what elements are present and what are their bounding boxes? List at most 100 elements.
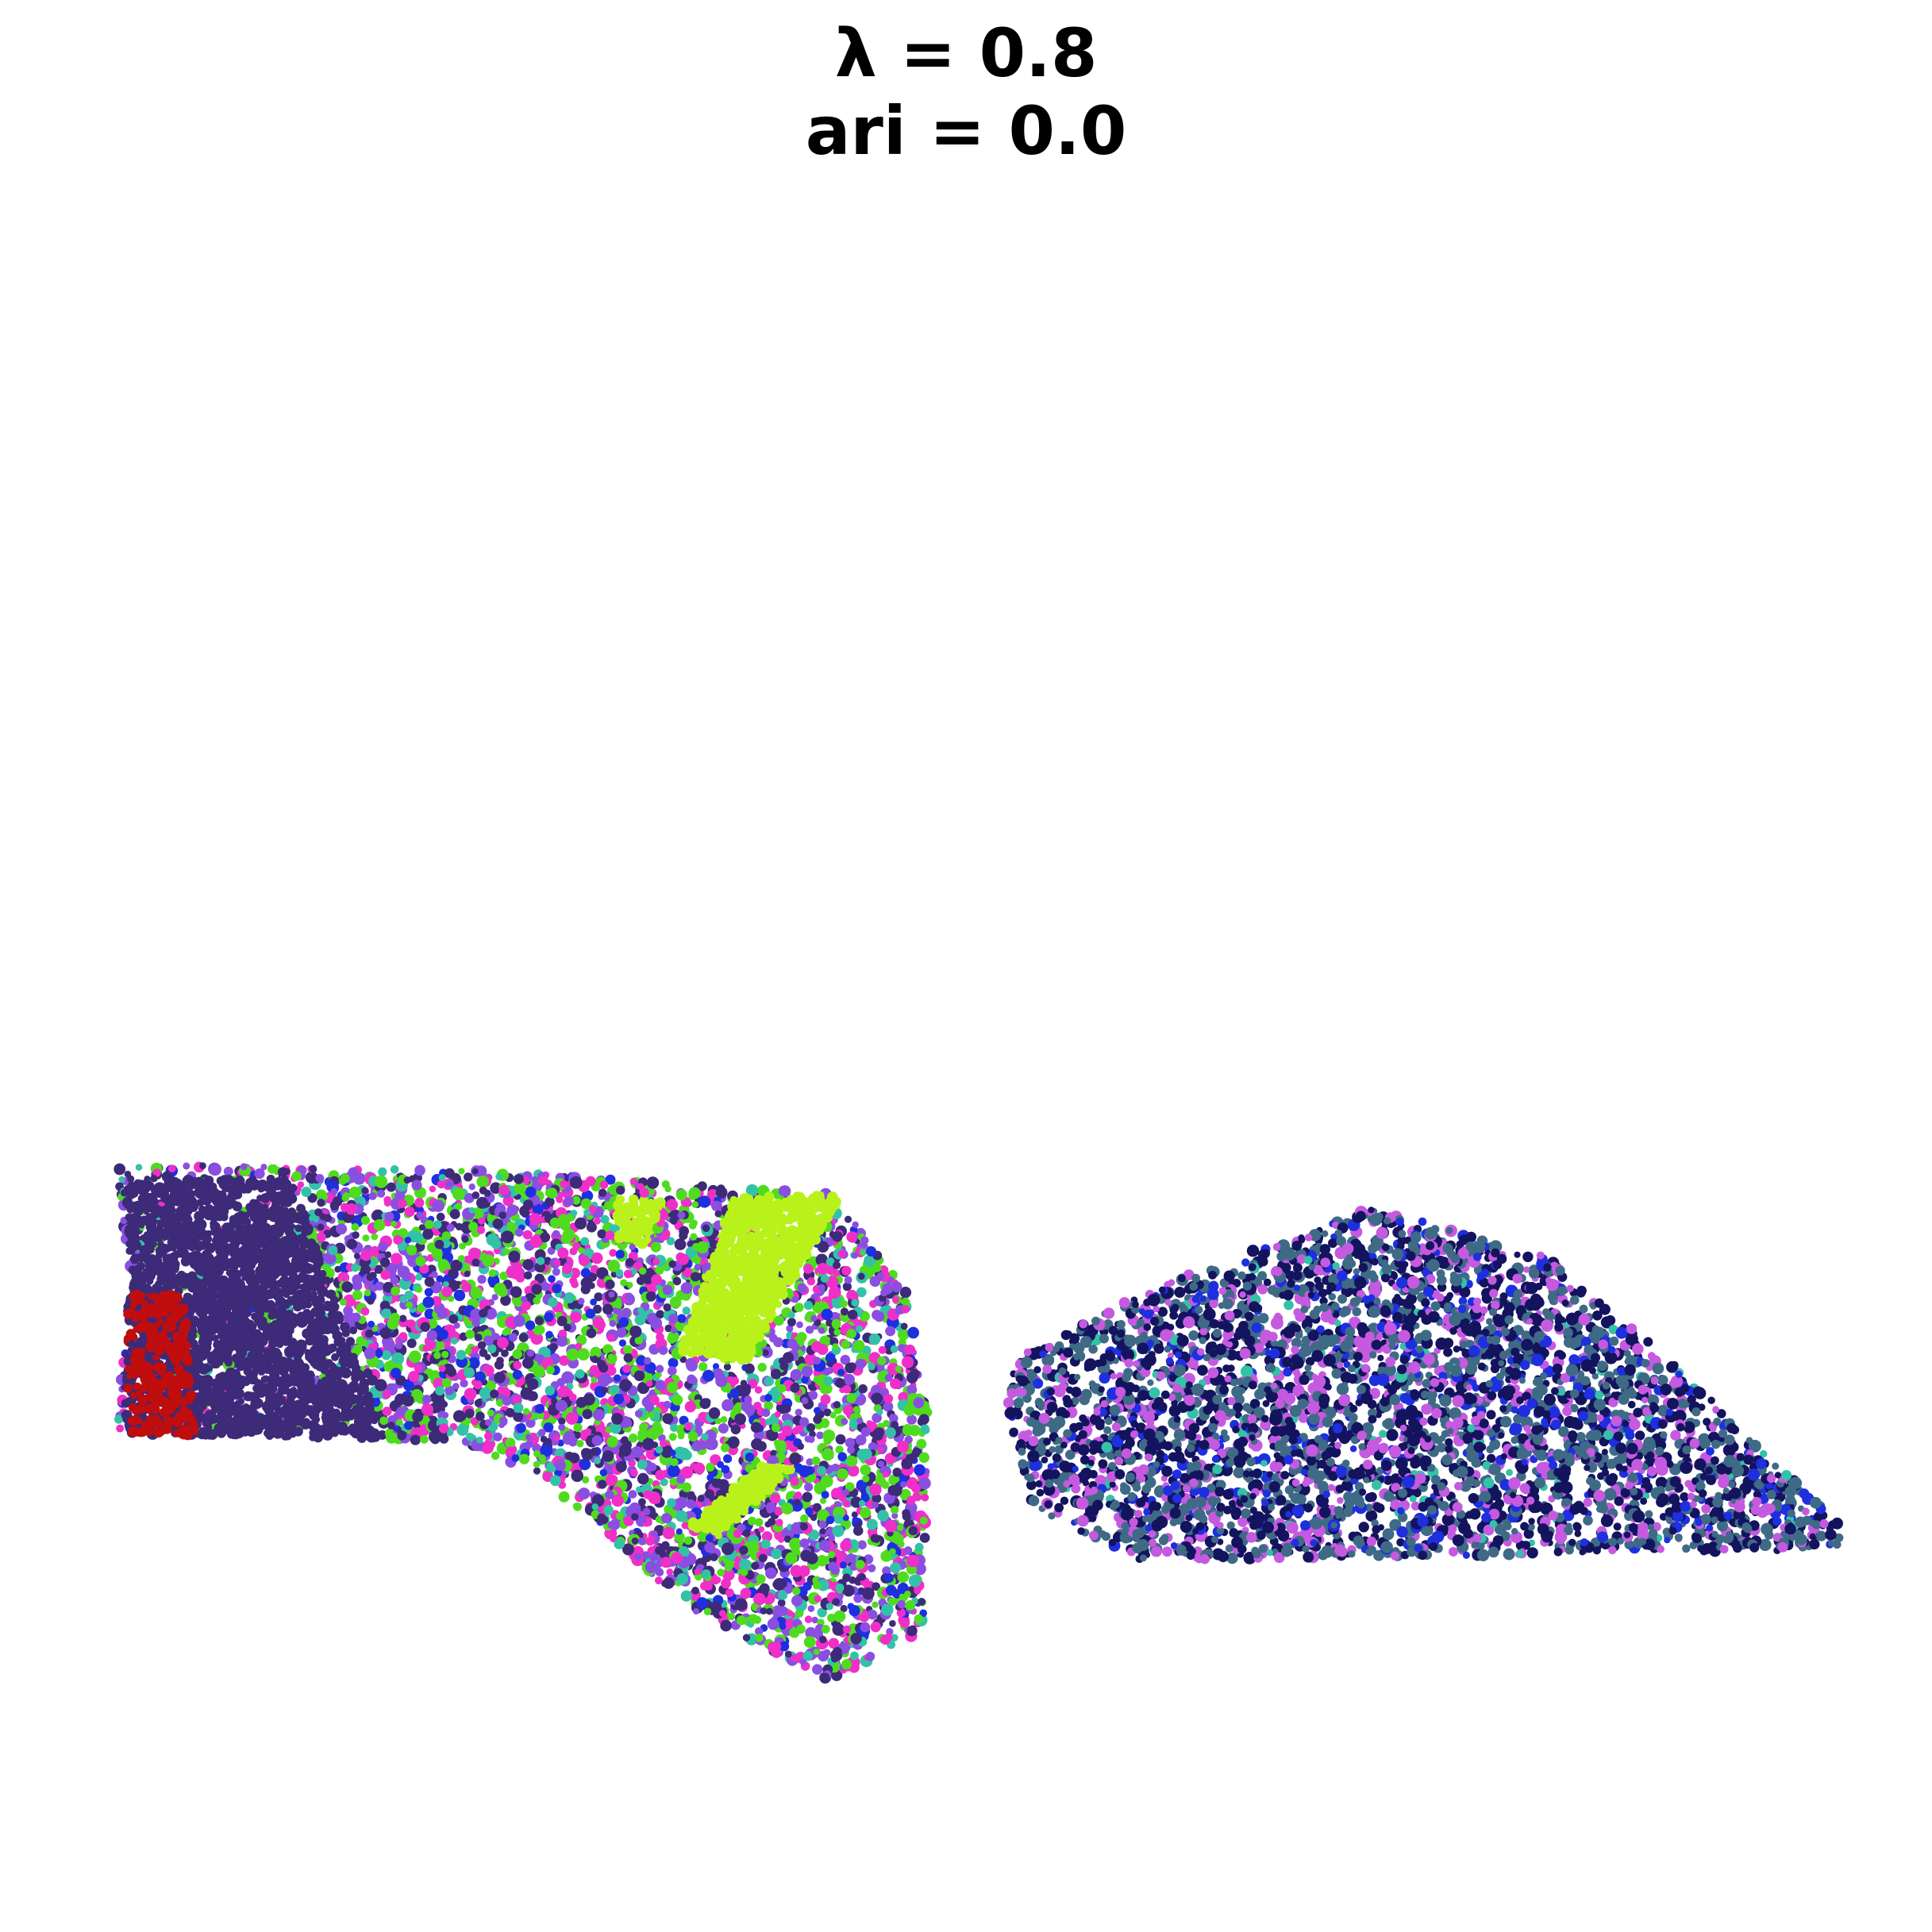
data-point	[686, 1360, 698, 1372]
data-point	[501, 1230, 514, 1244]
data-point	[582, 1476, 590, 1484]
data-point	[414, 1364, 422, 1372]
data-point	[855, 1358, 866, 1370]
data-point	[835, 1445, 844, 1454]
data-point	[631, 1537, 639, 1545]
data-point	[616, 1185, 625, 1195]
data-point	[512, 1395, 521, 1404]
data-point	[513, 1360, 522, 1370]
data-point	[803, 1264, 814, 1274]
data-point	[905, 1346, 914, 1355]
data-point	[778, 1185, 789, 1196]
data-point	[720, 1443, 730, 1453]
data-point	[841, 1659, 852, 1670]
data-point	[799, 1659, 807, 1666]
data-point	[798, 1356, 805, 1364]
data-point	[828, 1286, 841, 1299]
data-point	[773, 1315, 784, 1326]
data-point	[734, 1598, 748, 1611]
data-point	[484, 1353, 491, 1360]
data-point	[847, 1464, 860, 1477]
data-point	[907, 1326, 919, 1339]
data-point	[364, 1289, 371, 1297]
data-point	[883, 1394, 894, 1403]
data-point	[639, 1187, 649, 1198]
data-point	[831, 1318, 841, 1329]
data-point	[818, 1326, 826, 1334]
data-point	[637, 1307, 645, 1314]
data-point	[748, 1614, 759, 1624]
data-point	[465, 1433, 475, 1441]
data-point	[891, 1512, 899, 1519]
data-point	[484, 1418, 492, 1426]
data-point	[351, 1222, 360, 1231]
data-point	[690, 1233, 698, 1241]
data-point	[778, 1536, 785, 1543]
data-point	[655, 1380, 666, 1391]
data-point	[833, 1610, 846, 1622]
data-point	[546, 1187, 558, 1199]
data-point	[791, 1295, 799, 1303]
data-point	[828, 1534, 836, 1541]
data-point	[475, 1196, 489, 1209]
data-point	[802, 1581, 812, 1591]
data-point	[461, 1282, 471, 1293]
data-point	[790, 1383, 800, 1393]
data-point	[635, 1486, 642, 1493]
data-point	[648, 1462, 657, 1472]
data-point	[628, 1490, 637, 1499]
data-point	[468, 1207, 475, 1214]
data-point	[348, 1186, 361, 1199]
data-point	[510, 1286, 522, 1299]
data-point	[622, 1364, 631, 1373]
data-point	[868, 1333, 881, 1345]
data-point	[637, 1537, 646, 1545]
data-point	[515, 1272, 525, 1283]
data-point	[422, 1296, 435, 1308]
data-point	[378, 1167, 387, 1176]
data-point	[794, 1491, 802, 1499]
data-point	[877, 1461, 884, 1468]
data-point	[664, 1185, 672, 1193]
data-point	[597, 1513, 606, 1522]
data-point	[844, 1215, 852, 1223]
data-point	[821, 1308, 833, 1321]
data-point	[916, 1438, 927, 1449]
data-point	[578, 1255, 590, 1267]
data-point	[375, 1281, 384, 1291]
data-point	[722, 1568, 735, 1581]
data-point	[702, 1369, 714, 1382]
data-point	[418, 1224, 425, 1231]
data-point	[790, 1368, 802, 1381]
data-point	[552, 1268, 560, 1276]
data-point	[837, 1249, 846, 1259]
data-point	[328, 1245, 338, 1256]
data-point	[662, 1284, 673, 1295]
data-point	[575, 1368, 585, 1379]
data-point	[637, 1459, 648, 1470]
data-point	[607, 1521, 615, 1529]
data-point	[437, 1308, 448, 1319]
data-point	[452, 1410, 466, 1422]
data-point	[869, 1483, 882, 1496]
data-point	[495, 1173, 502, 1180]
data-point	[477, 1275, 487, 1284]
data-point	[580, 1284, 591, 1295]
data-point	[260, 1164, 267, 1171]
data-point	[329, 1201, 340, 1210]
data-point	[498, 1184, 510, 1195]
data-point	[391, 1253, 402, 1265]
data-point	[436, 1212, 445, 1222]
data-point	[523, 1271, 533, 1280]
data-point	[512, 1369, 523, 1380]
data-point	[818, 1284, 826, 1291]
data-point	[317, 1199, 325, 1207]
data-point	[668, 1433, 677, 1441]
data-point	[890, 1345, 899, 1353]
data-point	[619, 1379, 632, 1391]
data-point	[757, 1362, 767, 1372]
data-point	[494, 1282, 506, 1295]
data-point	[525, 1434, 533, 1441]
data-point	[345, 1203, 357, 1215]
data-point	[768, 1518, 776, 1526]
